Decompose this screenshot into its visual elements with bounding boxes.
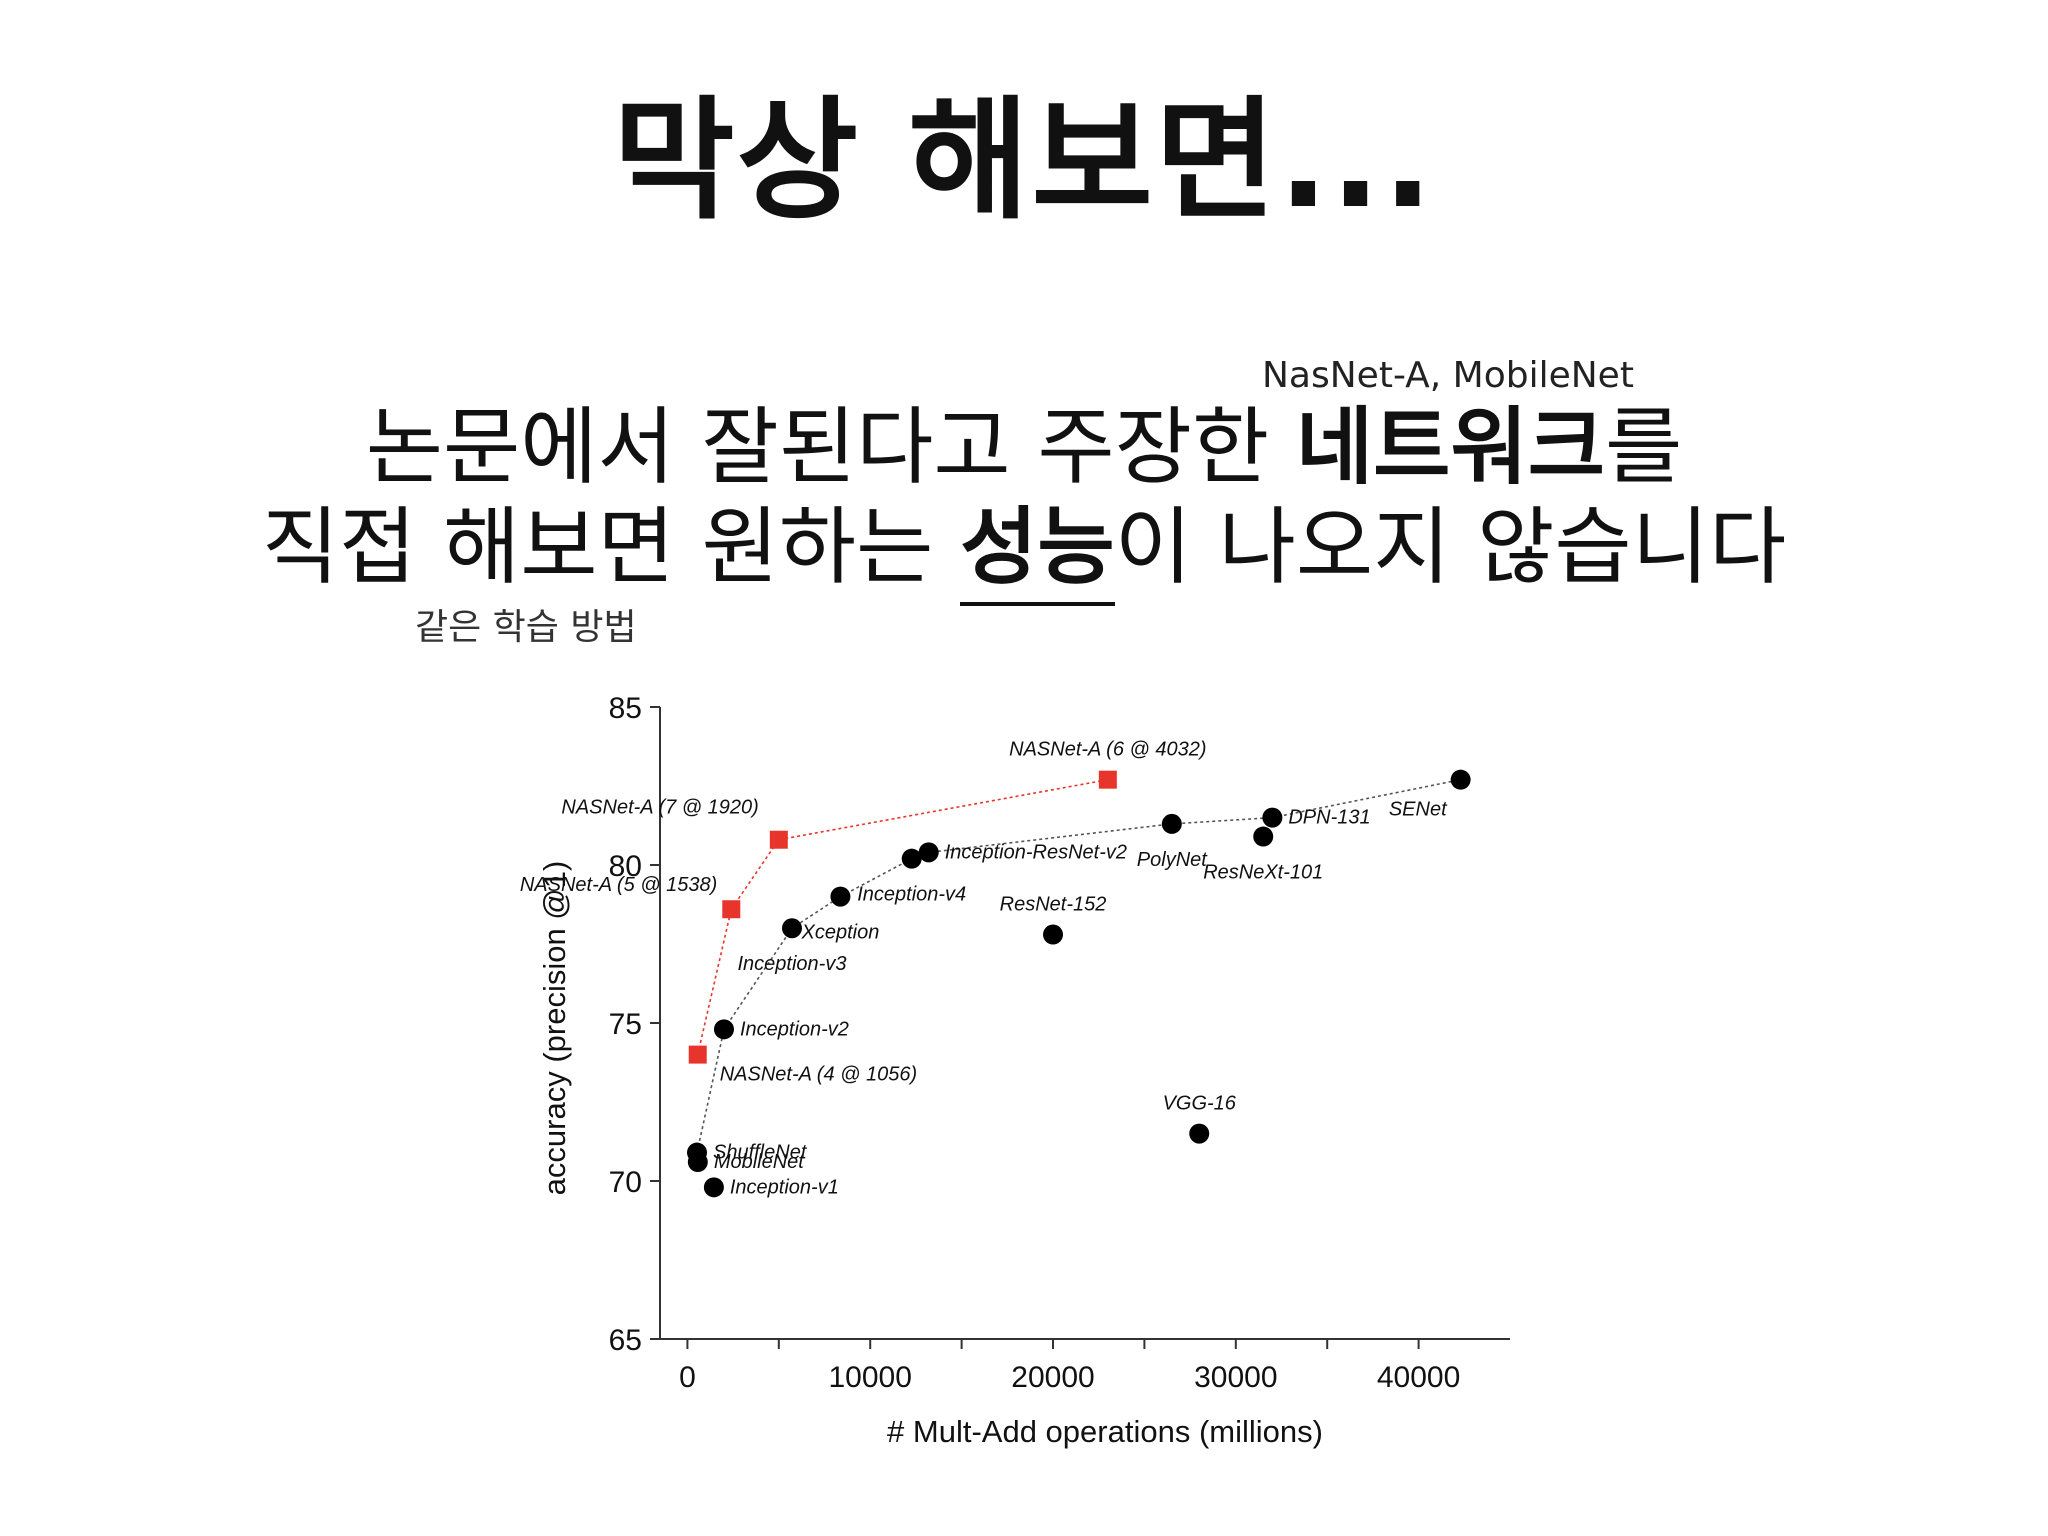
model-point [830,886,851,907]
model-point [1450,769,1471,790]
point-label: Inception-v3 [737,953,846,975]
point-label: NASNet-A (4 @ 1056) [720,1064,917,1086]
headline-2-tail: 이 나오지 않습니다 [1114,498,1787,596]
point-label: PolyNet [1137,849,1208,871]
point-label: NASNet-A (7 @ 1920) [561,797,758,819]
x-tick-label: 20000 [1011,1361,1094,1394]
point-label: VGG-16 [1163,1093,1237,1115]
y-tick-label: 80 [609,850,642,883]
headline-1-tail: 를 [1605,398,1683,496]
point-label: DPN-131 [1288,807,1370,829]
model-point [1161,813,1182,834]
annotation-models: NasNet-A, MobileNet [1262,355,1634,396]
model-point [1189,1123,1210,1144]
headline-1-bold: 네트워크 [1295,398,1606,496]
point-label: MobileNet [714,1151,805,1173]
headline-line-1: 논문에서 잘된다고 주장한 네트워크를 [0,405,2048,489]
y-tick-label: 70 [609,1166,642,1199]
x-tick-label: 30000 [1194,1361,1277,1394]
nasnet-point [1098,770,1117,789]
y-tick-label: 65 [609,1324,642,1357]
headline-2-bold: 성능 [960,498,1115,606]
model-point [1043,924,1064,945]
nasnet-point [688,1045,707,1064]
point-label: Inception-v4 [857,884,966,906]
annotation-training: 같은 학습 방법 [415,607,637,648]
point-label: NASNet-A (6 @ 4032) [1009,739,1206,761]
slide-title: 막상 해보면... [613,84,1435,238]
point-label: Xception [800,922,879,944]
y-tick-label: 85 [609,692,642,725]
point-label: ResNeXt-101 [1203,862,1323,884]
point-label: Inception-v2 [740,1018,849,1040]
model-point [1262,807,1283,828]
headline-2-normal: 직접 해보면 원하는 [261,498,961,596]
nasnet-point [722,900,741,919]
model-point [687,1152,708,1173]
headline-line-2: 직접 해보면 원하는 성능이 나오지 않습니다 [0,498,2048,606]
point-label: NASNet-A (5 @ 1538) [520,874,717,896]
nasnet-frontier-line [696,778,1108,1055]
model-point [713,1019,734,1040]
point-label: SENet [1389,799,1448,821]
x-tick-label: 10000 [828,1361,911,1394]
x-axis-title: # Mult-Add operations (millions) [887,1414,1323,1449]
model-point [1253,826,1274,847]
headline-1-normal: 논문에서 잘된다고 주장한 [365,398,1296,496]
point-label: ShuffleNet [713,1142,808,1164]
model-point [703,1177,724,1198]
model-point [901,848,922,869]
x-tick-label: 40000 [1377,1361,1460,1394]
x-tick-label: 0 [679,1361,696,1394]
model-point [918,842,939,863]
point-label: Inception-v1 [730,1176,839,1198]
y-tick-label: 75 [609,1008,642,1041]
nasnet-point [769,830,788,849]
point-label: ResNet-152 [1000,894,1107,916]
point-label: Inception-ResNet-v2 [945,841,1127,863]
model-point [781,918,802,939]
y-axis-title: accuracy (precision @1) [537,861,572,1196]
